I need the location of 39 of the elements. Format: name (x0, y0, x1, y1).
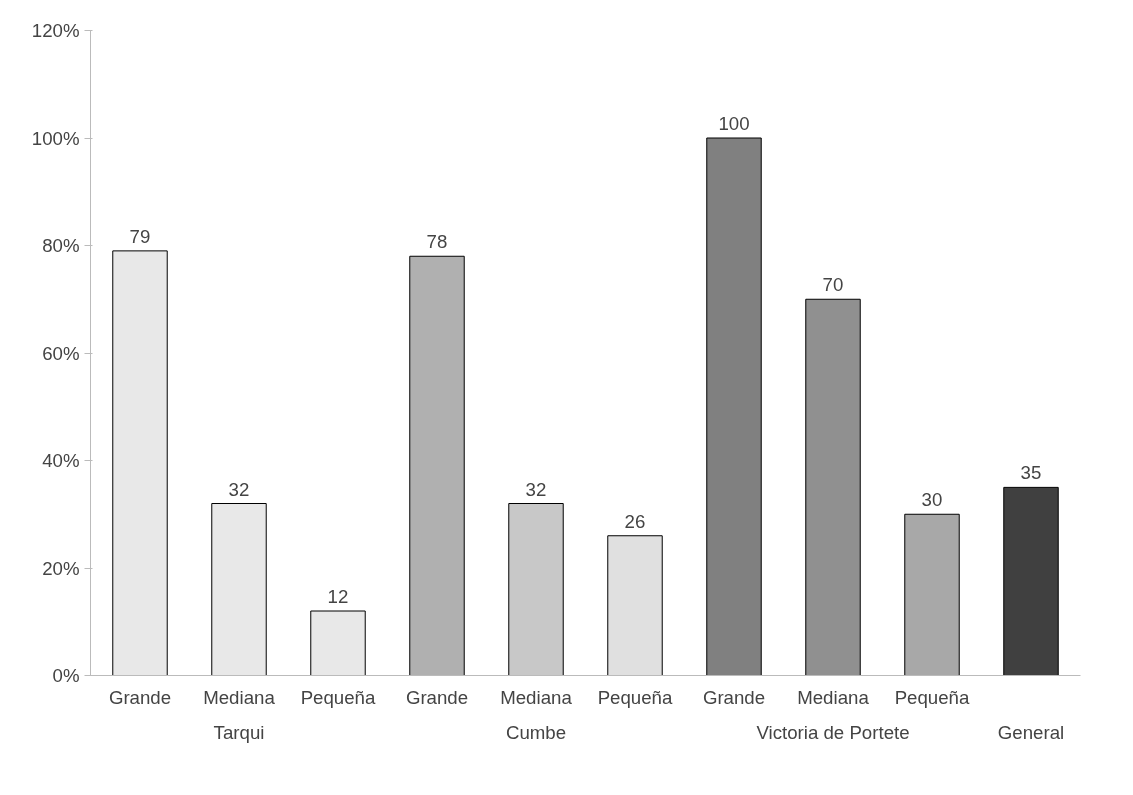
x-tick-label: Grande (702, 686, 766, 708)
data-label: 100 (718, 113, 750, 134)
data-label: 30 (921, 489, 943, 511)
y-tick-label: 40% (42, 450, 80, 471)
y-tick-label: 0% (52, 665, 80, 686)
text: Tarqui (213, 721, 265, 743)
bar (211, 503, 267, 676)
bar (1003, 486, 1059, 676)
bar (310, 610, 366, 676)
x-tick-label: Mediana (203, 686, 276, 708)
text: General (997, 721, 1065, 743)
text: Victoria de Portete (756, 721, 910, 743)
x-tick-label: Grande (108, 686, 172, 708)
y-tick-label: 120% (31, 20, 80, 41)
data-label: 70 (822, 274, 844, 296)
x-tick-label: Grande (405, 686, 469, 708)
data-label: 12 (327, 586, 349, 607)
bar (508, 503, 564, 676)
data-label: 32 (525, 478, 547, 500)
y-tick-label: 80% (42, 235, 80, 256)
data-label: 32 (228, 478, 250, 500)
data-label: 35 (1020, 462, 1042, 484)
bar (904, 513, 960, 676)
text: Cumbe (505, 721, 567, 743)
data-label: 78 (426, 231, 448, 253)
bar (112, 250, 168, 676)
y-tick-label: 60% (42, 342, 80, 364)
bar (805, 298, 861, 676)
x-tick-label: Mediana (797, 686, 870, 708)
bar (607, 535, 663, 676)
x-tick-label: Mediana (500, 686, 573, 708)
y-tick-label: 20% (42, 557, 80, 579)
data-label: 26 (624, 510, 646, 532)
x-tick-label: Pequeña (894, 686, 970, 708)
x-tick-label: Pequeña (597, 686, 673, 708)
bar (706, 137, 762, 676)
x-tick-label: Pequeña (300, 686, 376, 708)
y-tick-label: 100% (31, 127, 80, 149)
data-label: 79 (129, 225, 151, 247)
